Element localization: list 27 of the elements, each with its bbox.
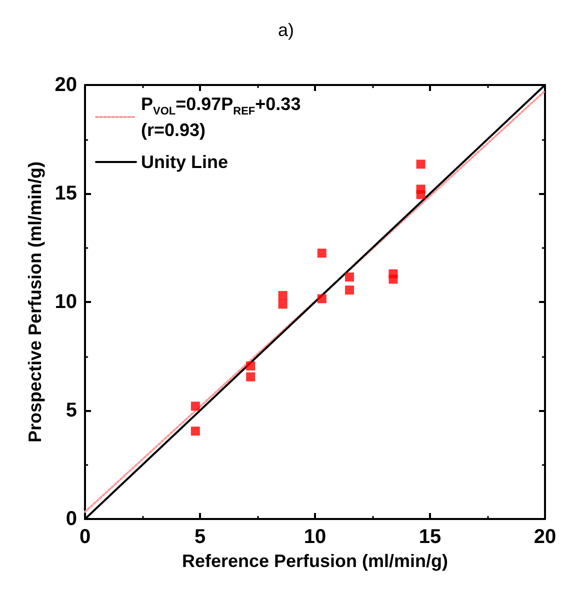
chart-title: a) — [278, 20, 294, 40]
point — [317, 294, 326, 304]
point — [317, 248, 326, 258]
point — [345, 272, 354, 282]
x-axis-title: Reference Perfusion (ml/min/g) — [182, 550, 448, 571]
y-tick-label: 10 — [54, 291, 77, 313]
point — [278, 300, 288, 309]
y-tick-label: 0 — [66, 508, 77, 530]
x-tick-label: 10 — [304, 526, 326, 548]
y-tick-label: 20 — [54, 74, 77, 96]
point — [416, 160, 426, 169]
x-tick-label: 5 — [194, 526, 206, 548]
point — [388, 274, 398, 284]
point — [416, 190, 426, 200]
point — [278, 290, 288, 300]
point — [190, 426, 200, 436]
legend-label: Unity Line — [141, 152, 228, 172]
y-tick-label: 15 — [54, 182, 77, 204]
point — [190, 402, 200, 411]
x-tick-label: 15 — [418, 526, 442, 548]
x-tick-label: 20 — [534, 526, 556, 548]
point — [246, 362, 256, 371]
y-axis-title: Prospective Perfusion (ml/min/g) — [24, 161, 45, 443]
y-tick-label: 5 — [66, 400, 77, 422]
point — [345, 286, 354, 295]
point — [246, 372, 256, 382]
x-tick-label: 0 — [79, 526, 91, 548]
